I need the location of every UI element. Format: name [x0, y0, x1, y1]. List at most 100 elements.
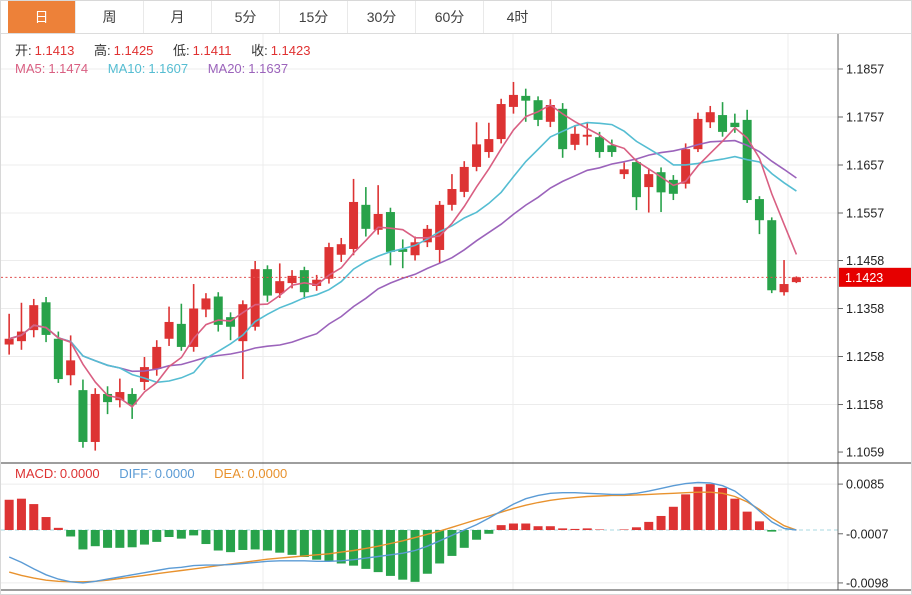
macd-bar [668, 506, 678, 530]
tab-5min[interactable]: 5分 [212, 1, 280, 33]
candle-body [447, 189, 457, 205]
candle-body [189, 308, 199, 347]
macd-bar [447, 530, 457, 556]
candle-body [287, 275, 297, 284]
candle-body [152, 346, 162, 369]
close-value: 1.1423 [270, 43, 311, 58]
close-label: 收: [251, 43, 268, 58]
candle-body [718, 115, 728, 132]
macd-bar [459, 530, 469, 548]
candle-body [545, 105, 555, 122]
candle-body [631, 162, 641, 198]
candle-body [336, 244, 346, 255]
axis-tick-label: 0.0085 [846, 478, 884, 492]
macd-bar [213, 530, 223, 551]
macd-bar [90, 530, 100, 547]
macd-bar [29, 504, 39, 530]
macd-bar [4, 499, 14, 530]
candle-body [275, 281, 285, 294]
macd-bar [385, 530, 395, 576]
macd-bar [644, 521, 654, 530]
ma5-label: MA5: [15, 61, 46, 76]
candle-body [53, 338, 63, 380]
macd-bar [545, 526, 555, 530]
macd-bar [139, 530, 149, 545]
macd-bar [312, 530, 322, 560]
macd-bar [410, 530, 420, 582]
candle-body [496, 104, 506, 140]
candle-body [508, 94, 518, 107]
macd-bar [656, 515, 666, 530]
macd-bar [533, 526, 543, 530]
dea-value: 0.0000 [247, 466, 288, 481]
axis-tick-label: 1.1458 [846, 254, 884, 268]
macd-bar [718, 487, 728, 530]
candle-body [779, 284, 789, 293]
high-label: 高: [94, 43, 111, 58]
macd-bar [730, 498, 740, 530]
macd-bar [435, 530, 445, 564]
candle-body [78, 390, 88, 442]
candle-body [373, 213, 383, 230]
macd-bar [262, 530, 272, 551]
candle-body [238, 304, 248, 342]
high-value: 1.1425 [113, 43, 154, 58]
macd-bar [349, 530, 359, 566]
macd-bar [66, 530, 76, 537]
macd-label: MACD: [15, 466, 57, 481]
tab-30min[interactable]: 30分 [348, 1, 416, 33]
macd-bar [767, 530, 777, 532]
tab-week[interactable]: 周 [76, 1, 144, 33]
axis-tick-label: 1.1258 [846, 350, 884, 364]
candle-body [398, 249, 408, 252]
macd-bar [78, 530, 88, 550]
ma10-line [8, 121, 797, 384]
macd-bar [619, 529, 629, 530]
dea-label: DEA: [214, 466, 245, 481]
tab-15min[interactable]: 15分 [280, 1, 348, 33]
candle-body [29, 305, 39, 331]
axis-tick-label: -0.0098 [846, 576, 888, 590]
candle-body [582, 134, 592, 137]
macd-bar [336, 530, 346, 564]
macd-bar [521, 523, 531, 530]
open-value: 1.1413 [34, 43, 75, 58]
candle-body [90, 393, 100, 442]
macd-bar [238, 530, 248, 550]
tab-day[interactable]: 日 [8, 1, 76, 33]
candle-body [299, 270, 309, 293]
candle-body [176, 323, 186, 347]
candle-body [410, 242, 420, 256]
macd-bar [484, 530, 494, 534]
macd-bar [508, 523, 518, 530]
tab-month[interactable]: 月 [144, 1, 212, 33]
macd-bar [115, 530, 125, 548]
tab-4hour[interactable]: 4时 [484, 1, 552, 33]
candle-body [422, 228, 432, 243]
candle-body [754, 199, 764, 221]
candle-body [250, 269, 260, 327]
axis-tick-label: 1.1757 [846, 111, 884, 125]
ohlc-readout: 开: 1.1413 高: 1.1425 低: 1.1411 收: 1.1423 [15, 40, 313, 59]
candle-body [644, 174, 654, 188]
macd-bar [422, 530, 432, 574]
ma5-line [8, 103, 798, 408]
macd-bar [570, 528, 580, 530]
macd-value: 0.0000 [59, 466, 100, 481]
macd-bar [176, 530, 186, 539]
candle-body [681, 149, 691, 184]
macd-bar [472, 530, 482, 540]
macd-bar [595, 529, 605, 530]
macd-bar [324, 530, 334, 562]
macd-bar [152, 530, 162, 542]
tab-60min[interactable]: 60分 [416, 1, 484, 33]
macd-bar [361, 530, 371, 569]
axis-tick-label: 1.1358 [846, 302, 884, 316]
candle-body [16, 331, 26, 342]
macd-readout: MACD: 0.0000 DIFF: 0.0000 DEA: 0.0000 [15, 466, 290, 481]
ma20-label: MA20: [207, 61, 246, 76]
candle-body [607, 145, 617, 153]
macd-bar [250, 530, 260, 550]
